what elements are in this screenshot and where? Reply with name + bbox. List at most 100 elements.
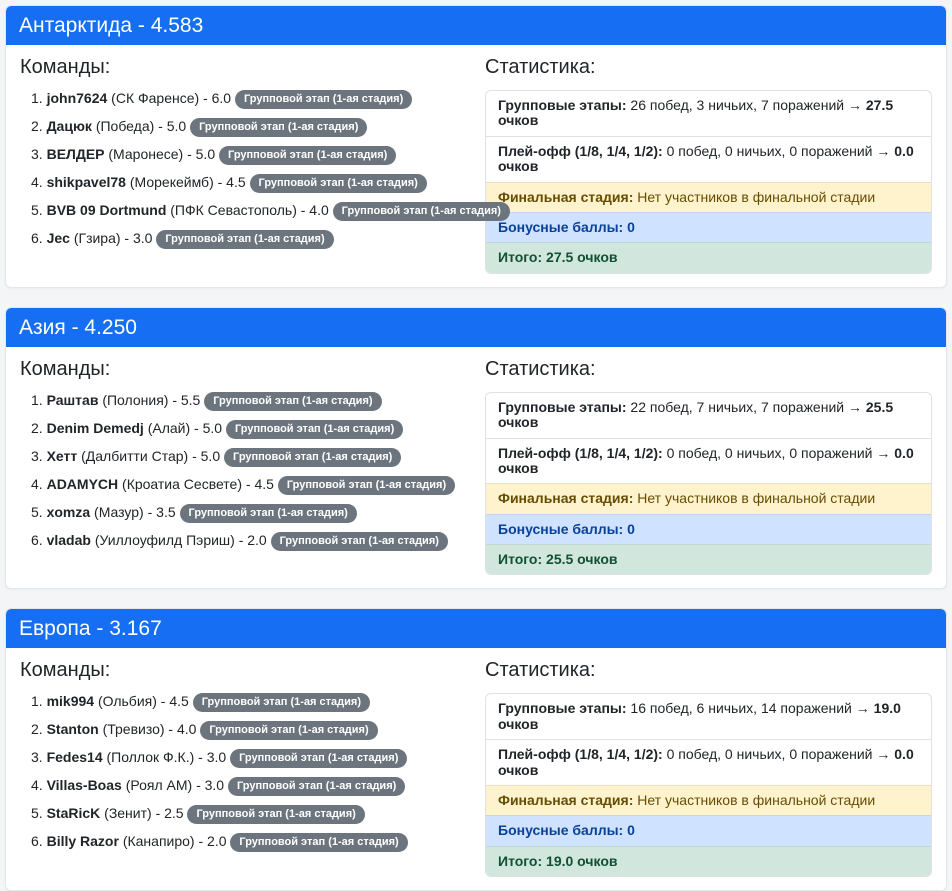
team-rank: 3. xyxy=(31,146,43,162)
team-name: Раштав xyxy=(46,391,99,408)
team-club-and-score: (Полония) - 5.5 xyxy=(102,391,201,408)
teams-column: Команды: 1. mik994 (Ольбия) - 4.5 Группо… xyxy=(20,659,467,877)
team-rank: 2. xyxy=(31,419,43,436)
stat-text: Итого: 19.0 очков xyxy=(498,852,618,869)
stage-badge: Групповой этап (1-ая стадия) xyxy=(190,118,368,137)
team-list-item: 2. Stanton (Тревизо) - 4.0 Групповой эта… xyxy=(31,721,467,741)
card-body: Команды: 1. john7624 (СК Фаренсе) - 6.0 … xyxy=(6,45,946,287)
continent-card: Антарктида - 4.583 Команды: 1. john7624 … xyxy=(5,5,947,288)
stat-text: 22 побед, 7 ничьих, 7 поражений → xyxy=(630,398,862,415)
team-list-item: 3. ВЕЛДЕР (Маронесе) - 5.0 Групповой эта… xyxy=(31,146,467,166)
card-title: Азия - 4.250 xyxy=(19,315,137,339)
team-list-item: 4. ADAMYCH (Кроатиа Сесвете) - 4.5 Групп… xyxy=(31,475,467,496)
stage-badge: Групповой этап (1-ая стадия) xyxy=(200,721,378,741)
team-club-and-score: (Канапиро) - 2.0 xyxy=(122,833,227,850)
stats-box: Групповые этапы: 22 побед, 7 ничьих, 7 п… xyxy=(485,391,932,576)
team-rank: 1. xyxy=(31,90,43,106)
team-club-and-score: (ПФК Севастополь) - 4.0 xyxy=(170,202,329,218)
team-club-and-score: (Тревизо) - 4.0 xyxy=(102,721,197,738)
stat-row-bonus-points: Бонусные баллы: 0 xyxy=(486,513,931,545)
stats-heading: Статистика: xyxy=(485,56,596,78)
stat-text: Нет участников в финальной стадии xyxy=(637,792,876,809)
stat-row-playoff: Плей-офф (1/8, 1/4, 1/2): 0 побед, 0 нич… xyxy=(486,437,931,484)
team-rank: 4. xyxy=(31,475,43,492)
stat-label: Групповые этапы: xyxy=(498,398,627,415)
stage-badge: Групповой этап (1-ая стадия) xyxy=(225,419,404,439)
stat-row-total: Итого: 27.5 очков xyxy=(486,242,931,273)
stat-text: 0 побед, 0 ничьих, 0 поражений → xyxy=(666,746,891,763)
stat-row-total: Итого: 25.5 очков xyxy=(486,544,931,575)
stat-text: Итого: 27.5 очков xyxy=(498,249,618,266)
stat-text: Нет участников в финальной стадии xyxy=(637,490,876,507)
stage-badge: Групповой этап (1-ая стадия) xyxy=(332,202,510,221)
team-name: vladab xyxy=(46,531,91,548)
team-rank: 6. xyxy=(31,833,43,850)
stat-points: 0.0 очков xyxy=(498,142,914,175)
continent-cards-container: Антарктида - 4.583 Команды: 1. john7624 … xyxy=(5,5,947,891)
stat-label: Групповые этапы: xyxy=(498,700,627,717)
stats-column: Статистика: Групповые этапы: 22 побед, 7… xyxy=(485,358,932,576)
team-list-item: 2. Denim Demedj (Алай) - 5.0 Групповой э… xyxy=(31,419,467,440)
team-club-and-score: (Роял АМ) - 3.0 xyxy=(125,777,225,794)
teams-list: 1. Раштав (Полония) - 5.5 Групповой этап… xyxy=(20,391,467,552)
stage-badge: Групповой этап (1-ая стадия) xyxy=(219,146,397,165)
team-list-item: 3. Fedes14 (Поллок Ф.К.) - 3.0 Групповой… xyxy=(31,749,467,769)
team-rank: 6. xyxy=(31,531,43,548)
stat-points: 0.0 очков xyxy=(498,444,914,476)
stage-badge: Групповой этап (1-ая стадия) xyxy=(230,749,408,769)
team-list-item: 5. StaRicK (Зенит) - 2.5 Групповой этап … xyxy=(31,805,467,825)
stats-heading: Статистика: xyxy=(485,357,596,380)
team-list-item: 6. Billy Razor (Канапиро) - 2.0 Группово… xyxy=(31,833,467,853)
stat-label: Финальная стадия: xyxy=(498,188,634,205)
stat-row-total: Итого: 19.0 очков xyxy=(486,845,931,877)
stat-row-final-stage: Финальная стадия: Нет участников в финал… xyxy=(486,785,931,816)
team-rank: 2. xyxy=(31,721,43,738)
stage-badge: Групповой этап (1-ая стадия) xyxy=(224,447,402,467)
team-name: ADAMYCH xyxy=(46,475,119,492)
card-title: Европа - 3.167 xyxy=(19,617,162,641)
team-list-item: 3. Хетт (Далбитти Стар) - 5.0 Групповой … xyxy=(31,447,467,468)
stat-text: 16 побед, 6 ничьих, 14 поражений → xyxy=(630,700,870,717)
stage-badge: Групповой этап (1-ая стадия) xyxy=(270,531,448,551)
team-list-item: 5. BVB 09 Dortmund (ПФК Севастополь) - 4… xyxy=(31,202,510,222)
team-club-and-score: (Уиллоуфилд Пэриш) - 2.0 xyxy=(94,531,267,548)
team-club-and-score: (СК Фаренсе) - 6.0 xyxy=(111,90,232,106)
card-header: Европа - 3.167 xyxy=(6,609,946,649)
teams-list: 1. mik994 (Ольбия) - 4.5 Групповой этап … xyxy=(20,693,467,853)
team-name: Villas-Boas xyxy=(46,777,122,794)
team-club-and-score: (Далбитти Стар) - 5.0 xyxy=(81,447,221,464)
stage-badge: Групповой этап (1-ая стадия) xyxy=(192,693,370,713)
stat-label: Групповые этапы: xyxy=(498,97,627,113)
team-name: StaRicK xyxy=(46,805,101,822)
stat-points: 27.5 очков xyxy=(498,97,894,129)
stat-text: Бонусные баллы: 0 xyxy=(498,822,635,839)
continent-card: Европа - 3.167 Команды: 1. mik994 (Ольби… xyxy=(5,608,947,891)
team-list-item: 5. xomza (Мазур) - 3.5 Групповой этап (1… xyxy=(31,503,467,524)
stats-heading: Статистика: xyxy=(485,659,596,682)
team-rank: 5. xyxy=(31,503,43,520)
stat-row-playoff: Плей-офф (1/8, 1/4, 1/2): 0 побед, 0 нич… xyxy=(486,135,931,182)
stat-text: 26 побед, 3 ничьих, 7 поражений → xyxy=(630,97,862,113)
teams-column: Команды: 1. Раштав (Полония) - 5.5 Групп… xyxy=(20,358,467,576)
teams-column: Команды: 1. john7624 (СК Фаренсе) - 6.0 … xyxy=(20,56,510,274)
stat-points: 19.0 очков xyxy=(498,700,901,732)
stat-text: 0 побед, 0 ничьих, 0 поражений → xyxy=(666,444,891,461)
team-club-and-score: (Маронесе) - 5.0 xyxy=(108,146,216,162)
stage-badge: Групповой этап (1-ая стадия) xyxy=(204,391,382,411)
team-rank: 1. xyxy=(31,391,43,408)
stat-text: Итого: 25.5 очков xyxy=(498,551,618,568)
stat-text: Нет участников в финальной стадии xyxy=(637,188,876,205)
team-name: Stanton xyxy=(46,721,99,738)
team-club-and-score: (Кроатиа Сесвете) - 4.5 xyxy=(122,475,274,492)
continent-card: Азия - 4.250 Команды: 1. Раштав (Полония… xyxy=(5,306,947,590)
team-list-item: 1. john7624 (СК Фаренсе) - 6.0 Групповой… xyxy=(31,90,467,110)
stage-badge: Групповой этап (1-ая стадия) xyxy=(277,475,456,495)
stat-row-group-stage: Групповые этапы: 26 побед, 3 ничьих, 7 п… xyxy=(486,91,931,136)
stats-column: Статистика: Групповые этапы: 26 побед, 3… xyxy=(485,56,932,274)
team-list-item: 4. shikpavel78 (Морекеймб) - 4.5 Группов… xyxy=(31,174,467,194)
team-rank: 2. xyxy=(31,118,43,134)
team-name: john7624 xyxy=(46,90,108,106)
stat-row-bonus-points: Бонусные баллы: 0 xyxy=(486,815,931,846)
team-name: mik994 xyxy=(46,693,95,710)
stat-label: Финальная стадия: xyxy=(498,792,634,809)
